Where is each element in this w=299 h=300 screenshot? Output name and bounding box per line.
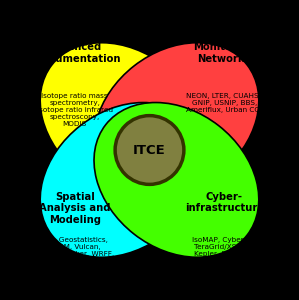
Text: IsoMAP, CyberGIS
TeraGrid/XSEDE,
Kepler, DataONE: IsoMAP, CyberGIS TeraGrid/XSEDE, Kepler,… xyxy=(192,237,256,257)
Text: Cyber-
infrastructure: Cyber- infrastructure xyxy=(185,192,264,214)
Text: Isotope ratio mass
spectrometry,
Isotope ratio infrared
spectroscopy,
MODIS: Isotope ratio mass spectrometry, Isotope… xyxy=(37,93,113,127)
Text: GIS, Geostatistics,
CCSM, Vulcan,
CarbonTracker, WRFF,
STILT: GIS, Geostatistics, CCSM, Vulcan, Carbon… xyxy=(35,237,114,264)
Text: Advanced
Instrumentation: Advanced Instrumentation xyxy=(29,42,120,64)
Circle shape xyxy=(115,116,184,184)
Ellipse shape xyxy=(40,103,205,257)
Ellipse shape xyxy=(40,43,205,197)
Ellipse shape xyxy=(94,103,259,257)
Text: NEON, LTER, CUAHSI,
GNIP, USNIP, BBS,
Ameriflux, Urban CO₂: NEON, LTER, CUAHSI, GNIP, USNIP, BBS, Am… xyxy=(186,93,263,113)
Text: Spatial
Analysis and
Modeling: Spatial Analysis and Modeling xyxy=(39,192,111,225)
Text: Monitoring
Networks: Monitoring Networks xyxy=(193,42,255,64)
Text: ITCE: ITCE xyxy=(133,143,166,157)
Ellipse shape xyxy=(94,43,259,197)
